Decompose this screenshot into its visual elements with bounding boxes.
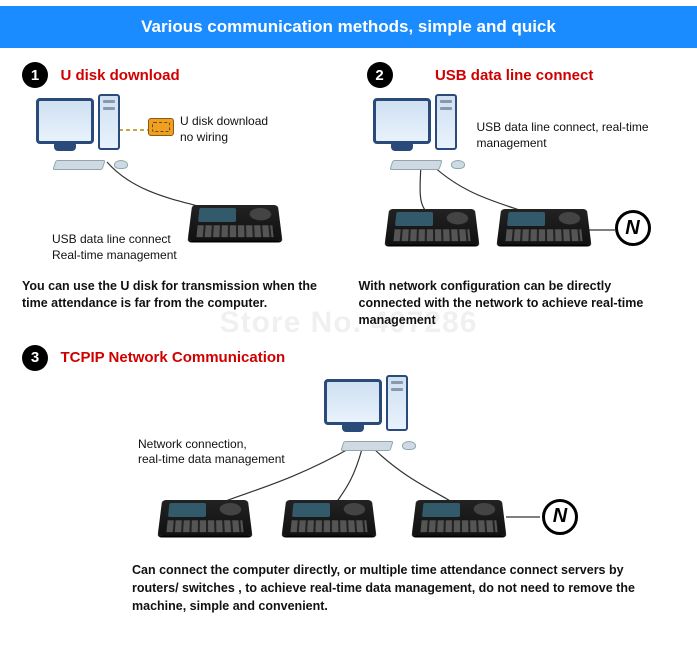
- main-content: 1 U disk download U disk download no: [0, 48, 697, 615]
- diagram-1: U disk download no wiring USB data line …: [22, 92, 339, 252]
- caption-2: USB data line connect, real-time managem…: [477, 120, 667, 151]
- monitor-icon: [36, 98, 94, 144]
- mouse-icon: [451, 160, 465, 169]
- device-3a: [160, 495, 250, 539]
- attendance-device-icon: [496, 209, 591, 245]
- badge-3: 3: [22, 345, 48, 371]
- monitor-icon: [324, 379, 382, 425]
- attendance-device-icon: [384, 209, 479, 245]
- computer-2: [373, 98, 431, 144]
- device-2a: [387, 204, 477, 248]
- n-node-3: N: [542, 499, 578, 535]
- tower-icon: [386, 375, 408, 431]
- section-2: 2 USB data line connect USB data line co…: [359, 62, 676, 329]
- device-1: [190, 200, 280, 244]
- monitor-icon: [373, 98, 431, 144]
- n-node-2: N: [615, 210, 651, 246]
- desc-1: You can use the U disk for transmission …: [22, 278, 339, 312]
- device-2b: [499, 204, 589, 248]
- annot-1-sub: no wiring: [180, 130, 228, 144]
- attendance-device-icon: [188, 205, 283, 241]
- tower-icon: [98, 94, 120, 150]
- keyboard-icon: [52, 160, 105, 170]
- banner-title: Various communication methods, simple an…: [141, 17, 556, 37]
- badge-1: 1: [22, 62, 48, 88]
- title-3: TCPIP Network Communication: [60, 349, 285, 366]
- section-1-header: 1 U disk download: [22, 62, 339, 88]
- device-3c: [414, 495, 504, 539]
- attendance-device-icon: [282, 500, 377, 536]
- attendance-device-icon: [158, 500, 253, 536]
- annot-1: U disk download no wiring: [180, 114, 268, 145]
- title-2: USB data line connect: [435, 67, 593, 84]
- desc-2: With network configuration can be direct…: [359, 278, 676, 329]
- mouse-icon: [402, 441, 416, 450]
- caption-1: USB data line connect Real-time manageme…: [52, 232, 177, 263]
- usb-disk-icon: [148, 118, 174, 136]
- mouse-icon: [114, 160, 128, 169]
- n-label-3: N: [553, 505, 567, 528]
- section-2-header: 2 USB data line connect: [359, 62, 676, 88]
- caption-3: Network connection, real-time data manag…: [138, 437, 285, 468]
- section-1: 1 U disk download U disk download no: [22, 62, 339, 329]
- computer-3: [324, 379, 382, 425]
- tower-icon: [435, 94, 457, 150]
- device-3b: [284, 495, 374, 539]
- computer-1: [36, 98, 94, 144]
- title-1: U disk download: [60, 67, 179, 84]
- keyboard-icon: [389, 160, 442, 170]
- header-banner: Various communication methods, simple an…: [0, 6, 697, 48]
- diagram-3: Network connection, real-time data manag…: [22, 377, 675, 557]
- desc-3: Can connect the computer directly, or mu…: [22, 561, 675, 615]
- attendance-device-icon: [412, 500, 507, 536]
- n-label-2: N: [625, 217, 639, 240]
- diagram-2: USB data line connect, real-time managem…: [359, 92, 676, 252]
- annot-1-title: U disk download: [180, 114, 268, 128]
- section-3: 3 TCPIP Network Communication Network co…: [22, 345, 675, 615]
- row-top: 1 U disk download U disk download no: [22, 62, 675, 329]
- keyboard-icon: [340, 441, 393, 451]
- badge-2: 2: [367, 62, 393, 88]
- section-3-header: 3 TCPIP Network Communication: [22, 345, 675, 371]
